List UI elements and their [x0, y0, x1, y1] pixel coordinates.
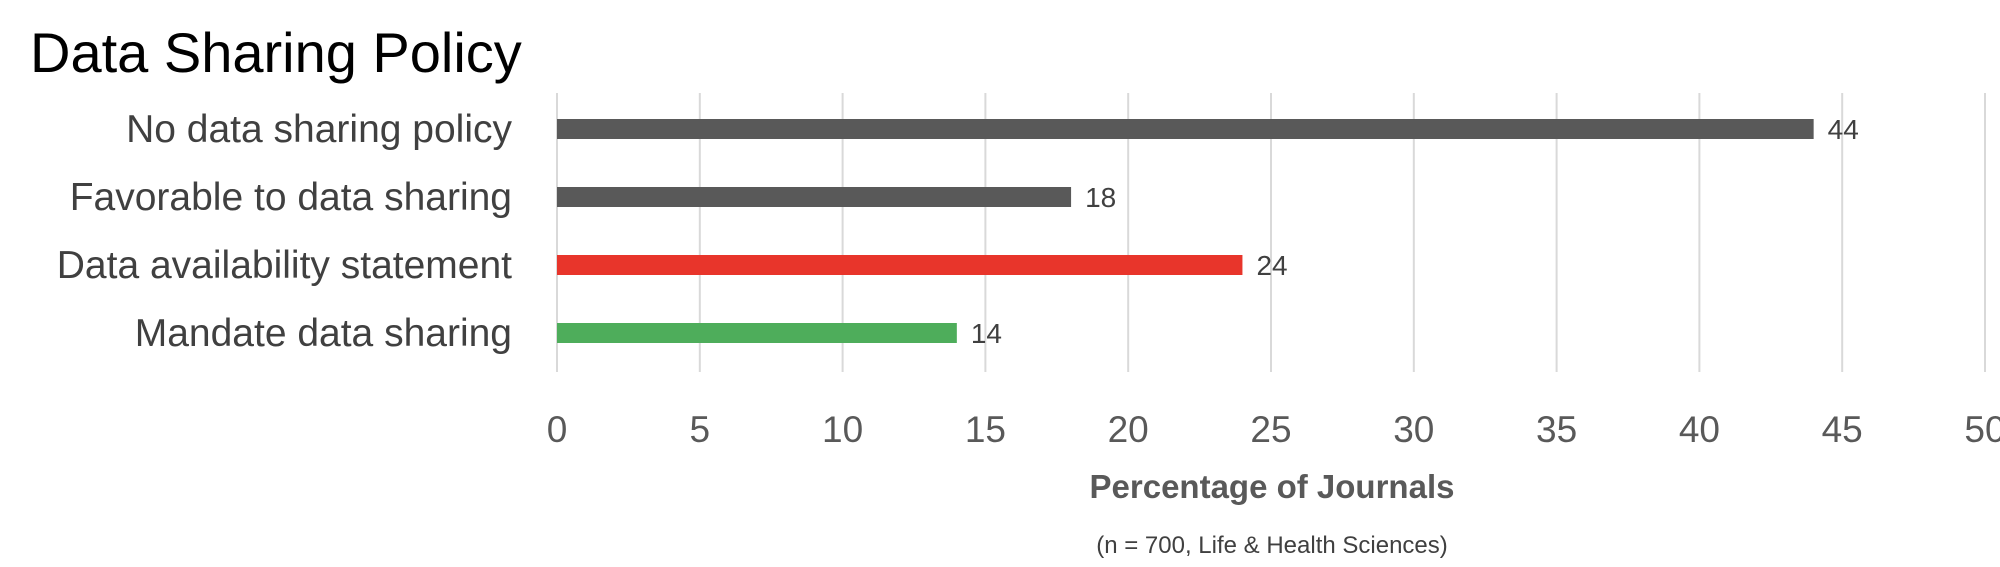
chart-title: Data Sharing Policy	[30, 21, 522, 84]
x-tick-label: 50	[1964, 409, 2000, 450]
data-labels: 44 18 24 14	[971, 114, 1859, 349]
category-label: Data availability statement	[57, 244, 512, 287]
data-label: 24	[1256, 250, 1287, 281]
x-axis-tick-labels: 0 5 10 15 20 25 30 35 40 45 50	[547, 409, 2000, 450]
x-tick-label: 0	[547, 409, 568, 450]
category-label: Favorable to data sharing	[70, 176, 512, 219]
x-tick-label: 15	[965, 409, 1006, 450]
x-axis-title: Percentage of Journals	[1090, 468, 1455, 505]
category-label: No data sharing policy	[126, 108, 512, 151]
bar	[557, 187, 1072, 207]
data-label: 14	[971, 318, 1002, 349]
sample-note: (n = 700, Life & Health Sciences)	[1096, 532, 1448, 559]
bar	[557, 323, 957, 343]
x-tick-label: 20	[1108, 409, 1149, 450]
x-tick-label: 35	[1536, 409, 1577, 450]
data-label: 44	[1828, 114, 1859, 145]
category-label: Mandate data sharing	[135, 312, 512, 355]
x-tick-label: 30	[1393, 409, 1434, 450]
x-tick-label: 5	[690, 409, 711, 450]
x-tick-label: 25	[1250, 409, 1291, 450]
bar	[557, 119, 1814, 139]
data-label: 18	[1085, 182, 1116, 213]
x-tick-label: 10	[822, 409, 863, 450]
bar	[557, 255, 1243, 275]
bars	[557, 119, 1814, 343]
grid-lines	[556, 93, 1986, 372]
category-labels: No data sharing policy Favorable to data …	[57, 108, 513, 355]
x-tick-label: 45	[1822, 409, 1863, 450]
x-tick-label: 40	[1679, 409, 1720, 450]
